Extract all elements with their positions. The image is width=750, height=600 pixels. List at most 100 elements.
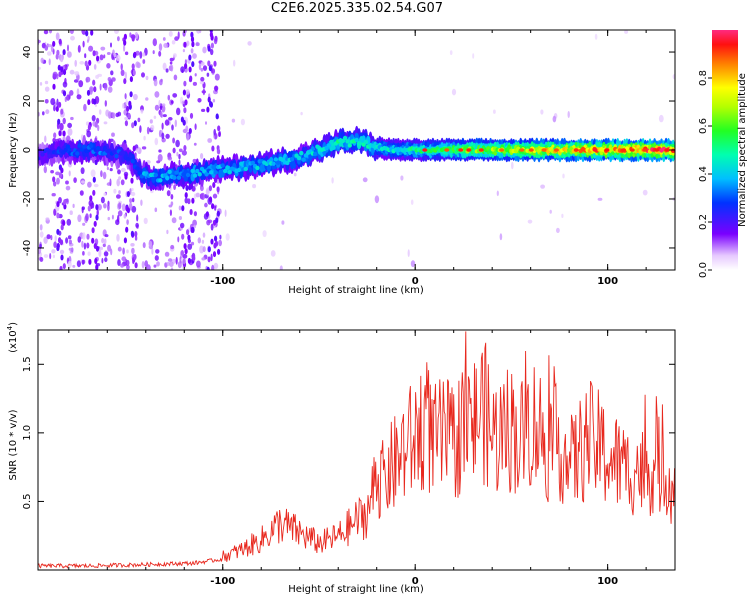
noise-speckle [162, 37, 166, 41]
noise-speckle [84, 53, 87, 59]
noise-streak [134, 262, 138, 269]
noise-speckle [97, 73, 102, 77]
noise-speckle [117, 210, 123, 217]
noise-speckle [109, 168, 113, 172]
spectrogram-marks [38, 30, 675, 270]
noise-speckle [281, 220, 285, 225]
noise-speckle [53, 241, 57, 248]
noise-speckle [146, 126, 150, 135]
noise-speckle [130, 191, 136, 197]
noise-streak [60, 167, 64, 174]
noise-speckle [153, 78, 158, 87]
ridge-mark [47, 154, 52, 159]
noise-speckle [50, 44, 54, 53]
noise-speckle [117, 259, 121, 266]
noise-speckle [116, 194, 121, 199]
noise-speckle [40, 57, 44, 64]
ridge-mark [299, 150, 304, 156]
noise-speckle [43, 30, 49, 35]
ridge-mark [273, 157, 279, 162]
ridge-mark [204, 172, 209, 177]
noise-speckle [103, 54, 106, 59]
ridge-mark [213, 170, 218, 175]
ridge-mark [255, 165, 260, 171]
noise-streak [126, 259, 130, 266]
noise-streak [187, 234, 191, 241]
noise-speckle [67, 128, 73, 136]
noise-speckle [141, 261, 145, 269]
noise-speckle [540, 184, 545, 189]
noise-streak [60, 108, 64, 115]
noise-speckle [202, 65, 208, 71]
noise-speckle [186, 133, 190, 141]
noise-speckle [68, 170, 71, 177]
noise-streak [181, 233, 185, 240]
noise-speckle [141, 72, 145, 78]
noise-speckle [87, 181, 92, 188]
noise-streak [210, 238, 214, 245]
noise-speckle [198, 63, 202, 71]
snr-scale-factor: (x104) [6, 322, 19, 353]
noise-speckle [55, 32, 60, 41]
noise-speckle [262, 230, 267, 238]
colorbar-tick-label: 0.2 [698, 214, 709, 230]
ridge-mark [211, 164, 216, 170]
noise-streak [182, 258, 186, 265]
ridge-mark [329, 139, 334, 145]
noise-speckle [67, 235, 72, 240]
noise-speckle [196, 260, 201, 268]
noise-speckle [69, 90, 74, 96]
noise-speckle [154, 207, 158, 213]
noise-streak [58, 172, 63, 179]
noise-streak [211, 203, 215, 210]
noise-speckle [108, 111, 112, 119]
noise-streak [132, 69, 136, 76]
noise-speckle [162, 62, 167, 71]
ridge-peak [541, 148, 547, 152]
noise-speckle [172, 147, 176, 154]
noise-streak [86, 89, 91, 96]
noise-streak [63, 203, 67, 210]
ridge-peak [573, 148, 579, 152]
noise-speckle [43, 166, 47, 174]
noise-speckle [184, 197, 189, 204]
noise-speckle [172, 137, 176, 144]
noise-streak [89, 195, 93, 202]
noise-streak [124, 173, 128, 180]
noise-speckle [597, 197, 603, 201]
noise-speckle [167, 94, 171, 101]
noise-speckle [527, 219, 533, 224]
noise-streak [60, 66, 64, 73]
noise-speckle [410, 260, 416, 268]
noise-speckle [362, 177, 368, 183]
noise-streak [208, 196, 213, 203]
snr-background [38, 330, 675, 570]
noise-speckle [279, 265, 283, 270]
noise-speckle [169, 61, 173, 65]
noise-speckle [300, 111, 303, 116]
noise-streak [214, 85, 218, 92]
noise-streak [93, 220, 97, 227]
noise-speckle [125, 98, 128, 106]
noise-streak [133, 51, 137, 58]
noise-speckle [135, 50, 140, 56]
noise-speckle [109, 178, 112, 187]
ridge-mark [75, 151, 80, 156]
noise-speckle [126, 219, 129, 226]
ridge-mark [331, 145, 336, 150]
noise-speckle [91, 115, 96, 122]
noise-speckle [43, 236, 48, 244]
noise-streak [183, 243, 187, 250]
noise-streak [126, 191, 130, 197]
noise-speckle [103, 238, 107, 245]
noise-streak [92, 79, 96, 86]
noise-streak [207, 45, 211, 52]
colorbar-gradient [712, 30, 738, 270]
noise-speckle [594, 33, 598, 40]
noise-streak [207, 96, 211, 103]
noise-streak [213, 242, 217, 249]
noise-speckle [124, 71, 128, 80]
noise-speckle [212, 193, 218, 199]
ridge-peak [553, 148, 559, 152]
noise-streak [126, 105, 130, 112]
